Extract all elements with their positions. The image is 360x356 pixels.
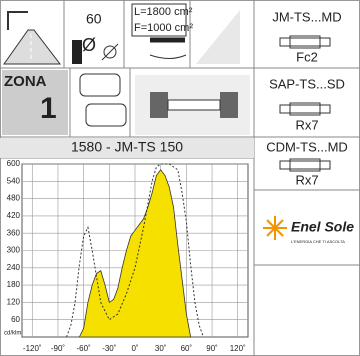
- x-tick-label: -120˚: [23, 344, 42, 353]
- y-tick-label: 600: [7, 159, 21, 168]
- x-tick-label: -90˚: [51, 344, 66, 353]
- line: [66, 163, 204, 338]
- y-tick-label: 420: [7, 211, 21, 220]
- zone: ZONA: [4, 73, 47, 90]
- pole-symbol: Ø: [82, 35, 96, 55]
- x-tick-label: 60˚: [181, 344, 193, 353]
- title-bar: [0, 138, 254, 158]
- logo-name: Enel Sole: [291, 219, 354, 235]
- icons: [2, 3, 331, 240]
- lamp-model: CDM-TS...MD: [266, 139, 348, 154]
- x-tick-label: 30˚: [155, 344, 167, 353]
- lamp-model: JM-TS...MD: [272, 9, 341, 24]
- y-tick-label: 540: [7, 176, 21, 185]
- lamp-socket: Fc2: [296, 49, 318, 64]
- chart-title: 1580 - JM-TS 150: [71, 139, 183, 155]
- y-tick-label: 60: [11, 315, 20, 324]
- y-axis-label: cd/klm: [4, 331, 21, 337]
- lamp-model: SAP-TS...SD: [269, 76, 345, 91]
- y-tick-label: 300: [7, 246, 21, 255]
- surface-f: F=1000 cm²: [134, 22, 193, 34]
- x-tick-label: 120˚: [230, 344, 246, 353]
- x-tick-label: -60˚: [77, 344, 92, 353]
- y-tick-label: 180: [7, 280, 21, 289]
- lamp-socket: Rx7: [295, 117, 318, 132]
- area: [78, 169, 192, 338]
- lamp-socket: Rx7: [295, 172, 318, 187]
- x-tick-label: -30˚: [102, 344, 117, 353]
- y-tick-label: 360: [7, 228, 21, 237]
- x-tick-label: 0˚: [131, 344, 138, 353]
- zone-number: 1: [40, 92, 57, 125]
- y-tick-label: 240: [7, 263, 21, 272]
- logo-tagline: L'ENERGIA CHE TI ASCOLTA: [291, 239, 345, 244]
- y-tick-label: 120: [7, 298, 21, 307]
- surface-l: L=1800 cm²: [134, 6, 193, 18]
- y-tick-label: 480: [7, 194, 21, 203]
- x-tick-label: 90˚: [206, 344, 218, 353]
- speed: 60: [86, 11, 102, 27]
